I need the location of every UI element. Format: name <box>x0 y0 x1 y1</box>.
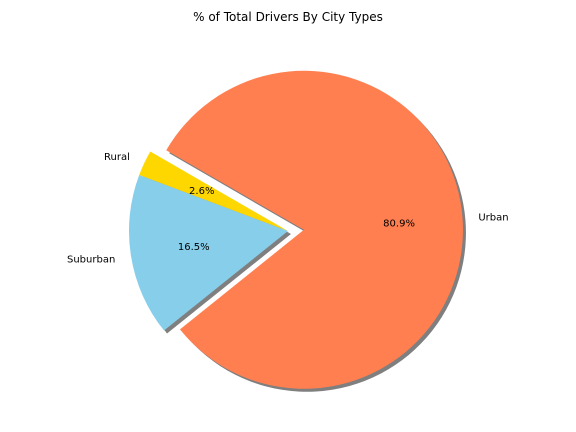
slice-label-urban: Urban <box>478 212 508 223</box>
slice-rural <box>139 151 288 231</box>
chart-title: % of Total Drivers By City Types <box>193 10 383 24</box>
pie-slices <box>129 70 463 389</box>
slice-labels: Rural 2.6% Suburban 16.5% Urban 80.9% <box>67 152 509 265</box>
slice-suburban <box>129 174 288 331</box>
slice-urban <box>166 70 463 389</box>
slice-label-suburban: Suburban <box>67 255 115 266</box>
slice-percent-urban: 80.9% <box>383 218 415 229</box>
slice-percent-suburban: 16.5% <box>178 242 210 253</box>
slice-percent-rural: 2.6% <box>189 186 214 197</box>
slice-label-rural: Rural <box>104 152 130 163</box>
